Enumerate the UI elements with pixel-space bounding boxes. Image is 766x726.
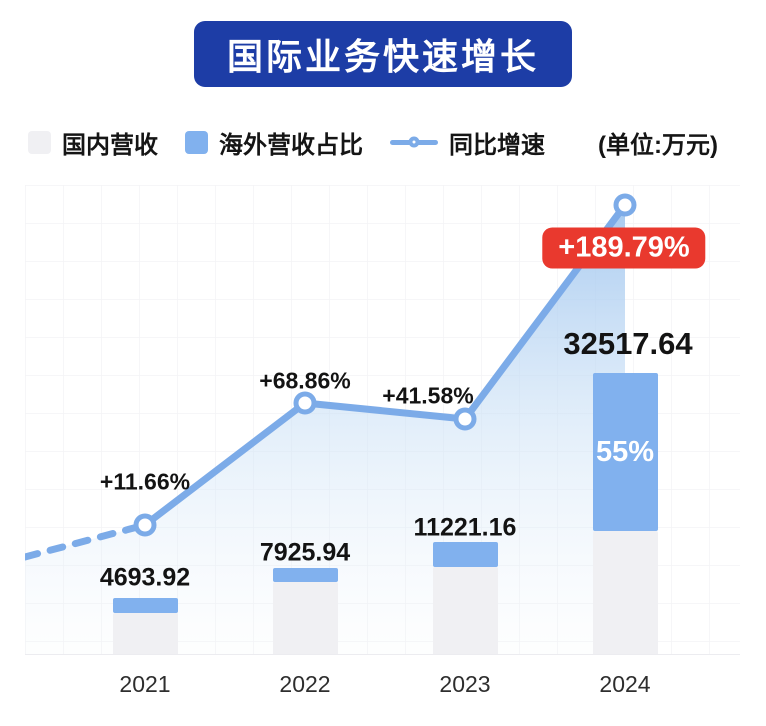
- labels-layer: 4693.92 7925.94 11221.16 32517.64 +11.66% +68…: [25, 185, 740, 655]
- title-banner: 国际业务快速增长: [193, 21, 573, 87]
- x-axis-labels: 2021 2022 2023 2024: [25, 655, 740, 705]
- growth-label-2023: +41.58%: [382, 382, 474, 409]
- bar-overseas-2022: [272, 568, 338, 582]
- revenue-label-2021: 4693.92: [99, 563, 191, 592]
- x-axis-label-2023: 2023: [439, 671, 491, 697]
- revenue-label-2022: 7925.94: [259, 538, 351, 567]
- legend-circle-icon: [408, 136, 420, 148]
- bars-layer: 55%: [25, 185, 740, 655]
- growth-line: [141, 201, 629, 529]
- unit-label: (单位:万元): [598, 131, 718, 159]
- legend-item-domestic: 国内营收: [28, 125, 158, 160]
- legend-item-growth: 同比增速: [390, 125, 545, 160]
- bar-overseas-2024: 55%: [592, 373, 658, 531]
- growth-highlight-badge: +189.79%: [542, 227, 706, 269]
- chart-area: 55% 4693.92 7925.94 11221.16 32517.64 +11.66…: [25, 185, 740, 655]
- legend-label-domestic: 国内营收: [62, 131, 158, 159]
- x-axis-label-2024: 2024: [599, 671, 651, 697]
- legend-item-overseas: 海外营收占比: [185, 125, 363, 160]
- growth-marker-2024: [613, 193, 637, 217]
- bar-overseas-2023: [432, 542, 498, 567]
- overseas-share-swatch-icon: [185, 130, 208, 154]
- legend: 国内营收 海外营收占比 同比增速 (单位:万元): [28, 125, 742, 160]
- bar-domestic-2022: [272, 582, 338, 655]
- bar-domestic-2024: [592, 531, 658, 655]
- revenue-label-2023: 11221.16: [413, 513, 517, 542]
- chart-baseline: [25, 654, 740, 655]
- overseas-share-label-2024: 55%: [595, 435, 655, 468]
- growth-marker-2023: [453, 407, 477, 431]
- bar-domestic-2023: [432, 567, 498, 655]
- growth-label-2022: +68.86%: [259, 367, 351, 394]
- growth-label-2021: +11.66%: [99, 468, 191, 495]
- x-axis-label-2022: 2022: [279, 671, 331, 697]
- legend-label-overseas: 海外营收占比: [219, 131, 363, 159]
- bar-domestic-2021: [112, 613, 178, 655]
- growth-line-marker-icon: [390, 132, 438, 152]
- growth-line-dashed: [25, 521, 149, 561]
- revenue-label-2024: 32517.64: [563, 326, 693, 361]
- domestic-revenue-swatch-icon: [28, 130, 51, 154]
- legend-label-growth: 同比增速: [449, 131, 545, 159]
- growth-marker-2021: [133, 513, 157, 537]
- growth-marker-2022: [293, 391, 317, 415]
- page-title: 国际业务快速增长: [226, 36, 540, 77]
- x-axis-label-2021: 2021: [119, 671, 171, 697]
- bar-overseas-2021: [112, 598, 178, 613]
